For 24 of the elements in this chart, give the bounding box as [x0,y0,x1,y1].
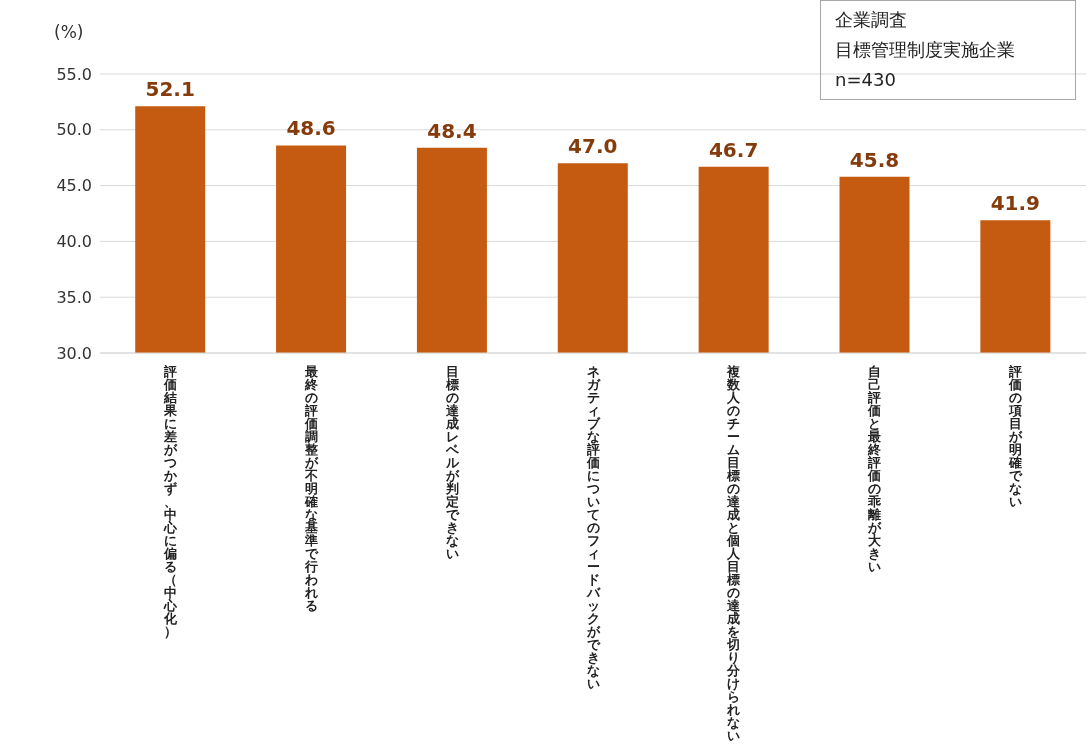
data-label: 47.0 [568,134,618,159]
category-label: 評価の項目が明確でない [1009,364,1023,509]
text: 企業調査 [835,8,908,32]
data-label: 45.8 [849,147,900,172]
y-tick-label: 50.0 [56,120,92,140]
y-tick-label: 45.0 [56,176,92,196]
category-label: 自己評価と最終評価の乖離が大きい [868,364,882,574]
category-label: 複数人のチーム目標の達成と個人目標の達成を切り分けられない [727,364,741,743]
data-label: 46.7 [708,137,759,162]
y-tick-label: 55.0 [56,64,92,84]
category-label: ネガティブな評価についてのフィードバックができない [586,364,600,691]
data-label: 48.4 [427,118,477,143]
y-axis-title: (%) [54,22,84,42]
text: 目標管理制度実施企業 [835,38,1016,62]
category-label: 評価結果に差がつかず、中心に偏る（中心化） [163,364,177,639]
data-label: 41.9 [990,191,1041,216]
y-tick-label: 40.0 [56,232,92,252]
category-label: 目標の達成レベルが判定できない [445,364,459,561]
category-label: 最終の評価調整が不明確な基準で行われる [304,364,318,613]
y-tick-label: 35.0 [56,287,92,307]
y-tick-label: 30.0 [56,343,92,363]
data-label: 52.1 [145,77,195,102]
annotation: n=430 [835,68,897,92]
data-label: 48.6 [286,116,336,141]
